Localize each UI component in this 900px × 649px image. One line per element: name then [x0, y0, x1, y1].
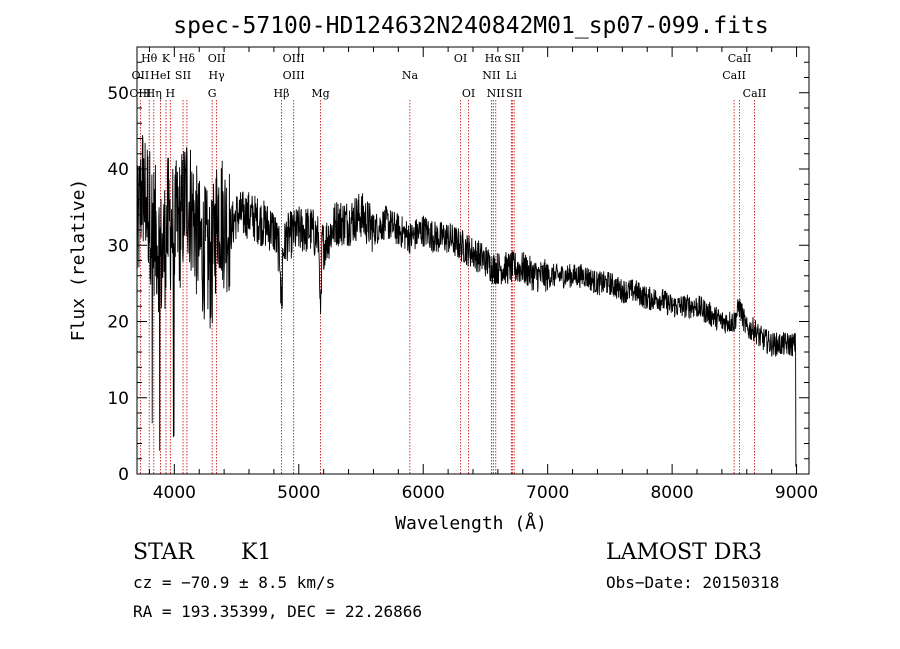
line-marker-label: Hβ [274, 87, 290, 100]
line-marker-label: OI [454, 52, 467, 65]
x-tick-label: 4000 [153, 483, 196, 503]
axes [136, 46, 810, 475]
y-tick-label: 50 [107, 84, 129, 104]
line-marker-label: Hα [485, 52, 503, 65]
line-marker-label: H [166, 87, 176, 100]
line-marker-label: CaII [743, 87, 767, 100]
line-marker-label: HeI [150, 69, 170, 82]
line-marker-label: CaII [722, 69, 746, 82]
line-marker-label: SII [504, 52, 520, 65]
y-tick-label: 10 [107, 389, 129, 409]
subclass: K1 [241, 540, 272, 565]
survey-name: LAMOST DR3 [606, 540, 762, 565]
line-marker-label: NII [482, 69, 500, 82]
line-marker-label: OII [132, 69, 150, 82]
redshift-cz: cz = −70.9 ± 8.5 km/s [133, 573, 336, 592]
chart-title: spec-57100-HD124632N240842M01_sp07-099.f… [173, 13, 768, 39]
y-tick-label: 20 [107, 313, 129, 333]
spectrum-line [136, 135, 797, 467]
x-tick-label: 6000 [402, 483, 445, 503]
y-axis-label: Flux (relative) [68, 179, 89, 342]
y-tick-label: 30 [107, 236, 129, 256]
x-axis-label: Wavelength (Å) [395, 512, 547, 534]
line-marker-label: Mg [311, 87, 329, 100]
line-marker-label: Hδ [179, 52, 196, 65]
line-marker-label: SII [506, 87, 522, 100]
line-marker-label: CaII [728, 52, 752, 65]
line-marker-label: OI [462, 87, 475, 100]
x-tick-label: 8000 [650, 483, 693, 503]
line-marker-label: G [208, 87, 217, 100]
coordinates: RA = 193.35399, DEC = 22.26866 [133, 602, 422, 621]
line-marker-label: SII [175, 69, 191, 82]
line-marker-label: K [162, 52, 171, 65]
ticks: 4000 5000 6000 7000 8000 9000 0 10 20 30 40 50 [107, 47, 818, 503]
object-class: STAR [133, 540, 194, 565]
y-tick-label: 0 [118, 465, 129, 485]
observation-date: Obs−Date: 20150318 [606, 573, 780, 592]
line-marker-label: Hη [146, 87, 162, 100]
line-marker-label: OIII [283, 52, 305, 65]
line-marker-label: OIII [129, 87, 151, 100]
x-tick-label: 9000 [775, 483, 818, 503]
x-tick-label: 5000 [277, 483, 320, 503]
y-tick-label: 40 [107, 160, 129, 180]
line-marker-label: Li [506, 69, 517, 82]
line-marker-label: OIII [283, 69, 305, 82]
line-marker-label: Hγ [209, 69, 226, 82]
line-marker-label: Na [402, 69, 419, 82]
plot-frame [136, 46, 810, 475]
x-tick-label: 7000 [526, 483, 569, 503]
line-marker-label: OII [208, 52, 226, 65]
line-marker-label: Hθ [141, 52, 158, 65]
line-marker-label: NII [487, 87, 505, 100]
